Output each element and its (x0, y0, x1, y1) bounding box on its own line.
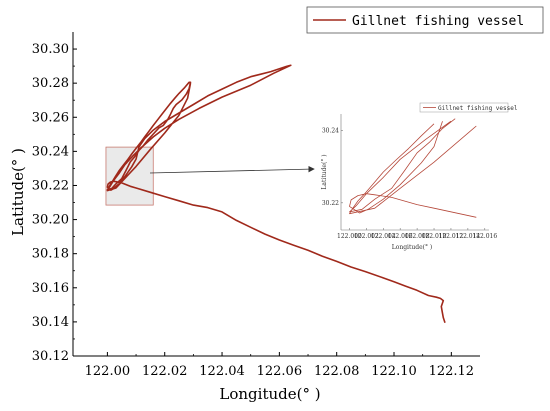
inset-y-tick-label: 30.24 (322, 127, 339, 134)
inset-legend-box (419, 102, 509, 113)
inset-x-tick-label: 122.000 (337, 233, 362, 240)
x-tick-label: 122.08 (314, 364, 360, 379)
inset-x-tick-label: 122.012 (439, 233, 464, 240)
inset-x-tick-label: 122.002 (354, 233, 379, 240)
inset-x-tick-label: 122.014 (455, 233, 480, 240)
inset-y-axis-label: Latitude(° ) (321, 154, 328, 189)
inset-y-tick-label: 30.22 (322, 200, 339, 207)
zoom-arrow (149, 165, 315, 174)
inset-x-tick-label: 122.010 (422, 233, 447, 240)
inset-x-tick-label: 122.004 (371, 233, 396, 240)
legend: Gillnet fishing vessel (306, 6, 544, 34)
x-tick-label: 122.00 (85, 364, 131, 379)
y-tick-label: 30.30 (32, 42, 69, 57)
y-tick-label: 30.28 (32, 76, 69, 91)
y-tick-label: 30.26 (32, 110, 69, 125)
inset-x-ticks: 122.000122.002122.004122.006122.008122.0… (337, 228, 497, 240)
x-tick-label: 122.04 (199, 364, 245, 379)
inset-x-axis-label: Longitude(° ) (392, 244, 432, 251)
inset-x-tick-label: 122.016 (472, 233, 497, 240)
x-axis-label: Longitude(° ) (219, 385, 320, 403)
inset-y-ticks: 30.22 30.24 (322, 127, 343, 207)
inset-series-line (349, 118, 477, 218)
legend-label: Gillnet fishing vessel (352, 14, 524, 29)
inset-legend-label: Gillnet fishing vessel (438, 105, 518, 112)
y-tick-label: 30.24 (32, 144, 69, 159)
y-axis-label: Latitude(° ) (9, 148, 27, 236)
x-tick-label: 122.02 (142, 364, 188, 379)
x-tick-label: 122.12 (429, 364, 475, 379)
y-tick-label: 30.14 (32, 315, 69, 330)
y-tick-label: 30.16 (32, 281, 69, 296)
y-tick-label: 30.20 (32, 213, 69, 228)
x-tick-label: 122.06 (257, 364, 303, 379)
y-ticks: 30.12 30.14 30.16 30.18 30.20 30.22 30.24 30.26… (32, 42, 77, 364)
y-tick-label: 30.22 (32, 178, 69, 193)
inset-x-tick-label: 122.006 (388, 233, 413, 240)
inset-x-tick-label: 122.008 (405, 233, 430, 240)
x-ticks: 122.00 122.02 122.04 122.06 122.08 122.10 122.… (85, 352, 474, 379)
legend-box (306, 6, 544, 34)
x-tick-label: 122.10 (371, 364, 417, 379)
y-tick-label: 30.18 (32, 247, 69, 262)
main-axes (72, 32, 480, 357)
y-tick-label: 30.12 (32, 349, 69, 364)
series-line-gillnet-fishing-vessel (106, 64, 446, 323)
